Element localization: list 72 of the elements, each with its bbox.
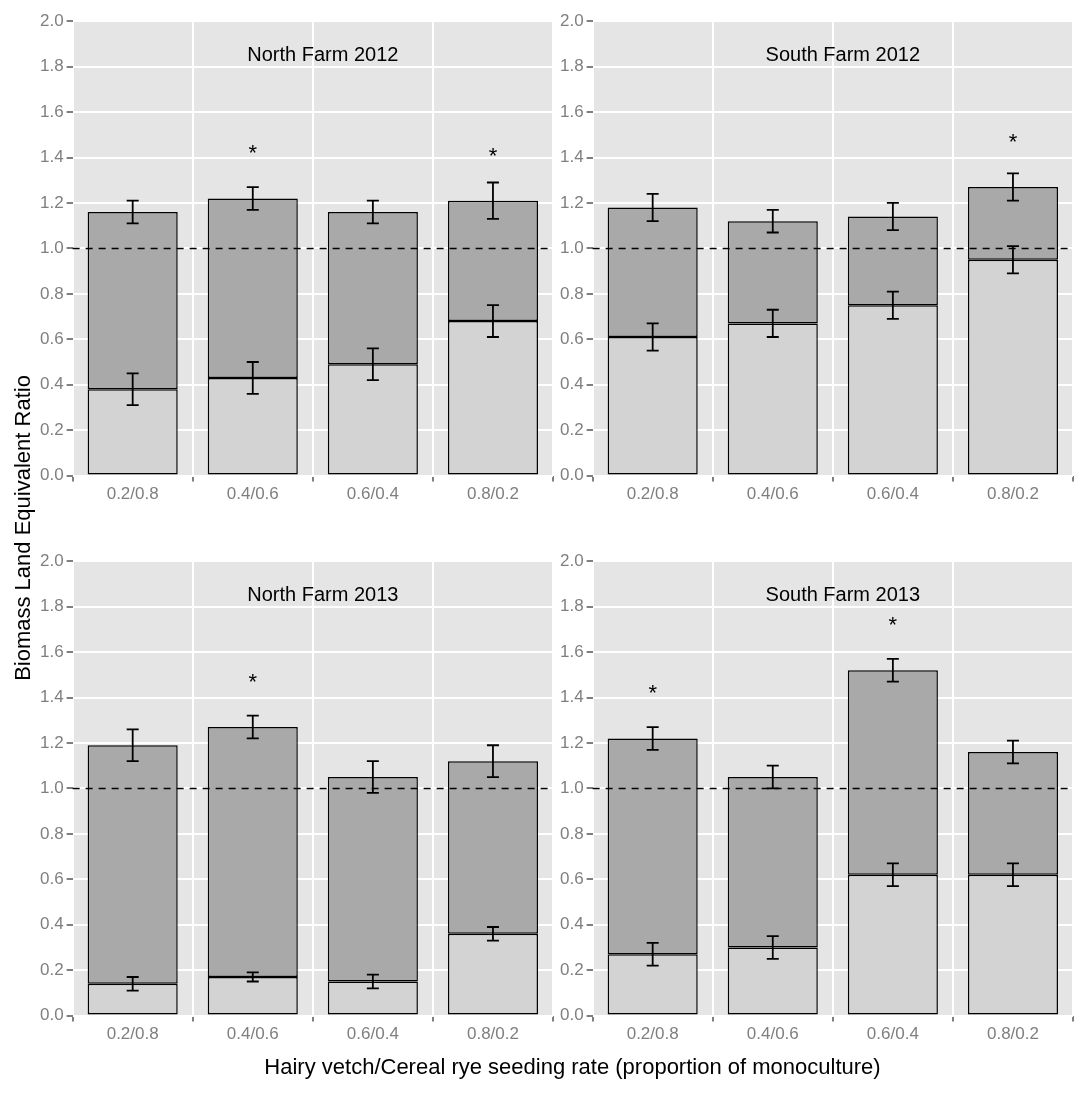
x-tick-label: 0.2/0.8 — [106, 484, 159, 504]
y-tick-label: 2.0 — [39, 550, 64, 570]
y-tick-label: 0.2 — [39, 419, 64, 439]
y-tick-label: 0.8 — [559, 823, 584, 843]
y-tick-label: 0.6 — [559, 328, 584, 348]
y-tick-label: 0.4 — [559, 374, 584, 394]
text: North Farm 2012 — [247, 42, 399, 65]
y-tick-label: 1.8 — [39, 56, 64, 76]
y-tick-label: 0.8 — [559, 283, 584, 303]
y-tick-label: 1.6 — [559, 641, 584, 661]
y-tick-label: 0.0 — [559, 465, 584, 485]
x-tick-label: 0.8/0.2 — [986, 484, 1039, 504]
x-tick-label: 0.4/0.6 — [746, 1024, 799, 1044]
y-tick-label: 0.0 — [39, 1005, 64, 1025]
x-tick-label: 0.2/0.8 — [626, 1024, 679, 1044]
y-tick-label: 2.0 — [559, 550, 584, 570]
x-tick-label: 0.6/0.4 — [866, 484, 919, 504]
x-tick-label: 0.8/0.2 — [466, 484, 519, 504]
y-tick-label: 0.6 — [39, 868, 64, 888]
y-tick-label: 0.6 — [39, 328, 64, 348]
x-tick-label: 0.4/0.6 — [226, 484, 279, 504]
text: South Farm 2013 — [765, 582, 921, 605]
annotation: * — [248, 669, 258, 695]
y-tick-label: 1.6 — [559, 101, 584, 121]
annotation: * — [248, 140, 258, 166]
y-tick-label: 0.4 — [39, 374, 64, 394]
y-tick-label: 2.0 — [39, 10, 64, 30]
annotation: * — [488, 142, 498, 168]
y-tick-label: 0.4 — [39, 914, 64, 934]
y-tick-label: 1.2 — [39, 192, 64, 212]
x-tick-label: 0.4/0.6 — [226, 1024, 279, 1044]
y-tick-label: 0.6 — [559, 868, 584, 888]
annotation: * — [888, 612, 898, 638]
y-tick-label: 1.4 — [39, 687, 64, 707]
y-tick-label: 1.0 — [559, 778, 584, 798]
y-tick-label: 1.8 — [39, 596, 64, 616]
y-tick-label: 0.8 — [39, 283, 64, 303]
y-tick-label: 2.0 — [559, 10, 584, 30]
x-tick-label: 0.2/0.8 — [626, 484, 679, 504]
x-tick-label: 0.4/0.6 — [746, 484, 799, 504]
y-tick-label: 1.0 — [39, 778, 64, 798]
x-tick-label: 0.8/0.2 — [466, 1024, 519, 1044]
x-tick-label: 0.6/0.4 — [346, 484, 399, 504]
y-axis-title: Biomass Land Equivalent Ratio — [10, 375, 36, 681]
y-tick-label: 1.0 — [559, 238, 584, 258]
annotation: * — [648, 680, 658, 706]
x-tick-label: 0.6/0.4 — [866, 1024, 919, 1044]
x-tick-label: 0.6/0.4 — [346, 1024, 399, 1044]
y-tick-label: 1.0 — [39, 238, 64, 258]
y-tick-label: 1.4 — [559, 147, 584, 167]
y-tick-label: 1.2 — [39, 732, 64, 752]
x-axis-title: Hairy vetch/Cereal rye seeding rate (proportion of monoculture) — [263, 1054, 882, 1080]
y-tick-label: 1.2 — [559, 192, 584, 212]
y-tick-label: 0.2 — [39, 959, 64, 979]
y-tick-label: 0.8 — [39, 823, 64, 843]
y-tick-label: 0.0 — [39, 465, 64, 485]
y-tick-label: 1.8 — [559, 56, 584, 76]
y-tick-label: 1.4 — [39, 147, 64, 167]
y-tick-label: 1.6 — [39, 101, 64, 121]
y-tick-label: 1.6 — [39, 641, 64, 661]
y-tick-label: 1.4 — [559, 687, 584, 707]
x-tick-label: 0.2/0.8 — [106, 1024, 159, 1044]
y-tick-label: 1.8 — [559, 596, 584, 616]
y-tick-label: 1.2 — [559, 732, 584, 752]
y-tick-label: 0.4 — [559, 914, 584, 934]
annotation: * — [1008, 129, 1018, 155]
x-tick-label: 0.8/0.2 — [986, 1024, 1039, 1044]
text: South Farm 2012 — [765, 42, 921, 65]
y-tick-label: 0.2 — [559, 419, 584, 439]
y-tick-label: 0.0 — [559, 1005, 584, 1025]
y-tick-label: 0.2 — [559, 959, 584, 979]
text: North Farm 2013 — [247, 582, 399, 605]
